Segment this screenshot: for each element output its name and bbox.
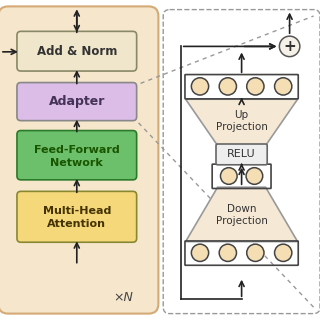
Circle shape xyxy=(246,168,263,184)
Circle shape xyxy=(219,244,236,261)
Text: Multi-Head
Attention: Multi-Head Attention xyxy=(43,206,111,229)
Text: Add & Norm: Add & Norm xyxy=(36,45,117,58)
FancyBboxPatch shape xyxy=(0,6,158,314)
Circle shape xyxy=(275,78,292,95)
FancyBboxPatch shape xyxy=(17,191,137,242)
Text: +: + xyxy=(283,39,296,54)
Circle shape xyxy=(247,244,264,261)
Text: Up
Projection: Up Projection xyxy=(216,110,268,132)
Circle shape xyxy=(247,78,264,95)
Text: ×N: ×N xyxy=(113,291,133,304)
Text: RELU: RELU xyxy=(227,149,256,159)
Circle shape xyxy=(219,78,236,95)
FancyBboxPatch shape xyxy=(163,10,320,314)
Text: Adapter: Adapter xyxy=(49,95,105,108)
FancyBboxPatch shape xyxy=(216,144,267,165)
Circle shape xyxy=(279,36,300,57)
FancyBboxPatch shape xyxy=(17,31,137,71)
Polygon shape xyxy=(186,187,298,242)
FancyBboxPatch shape xyxy=(17,83,137,121)
Circle shape xyxy=(191,78,209,95)
Circle shape xyxy=(275,244,292,261)
FancyBboxPatch shape xyxy=(17,131,137,180)
Polygon shape xyxy=(186,99,298,146)
Circle shape xyxy=(191,244,209,261)
Text: Feed-Forward
Network: Feed-Forward Network xyxy=(34,145,120,168)
Text: Down
Projection: Down Projection xyxy=(216,204,268,226)
Circle shape xyxy=(220,168,237,184)
